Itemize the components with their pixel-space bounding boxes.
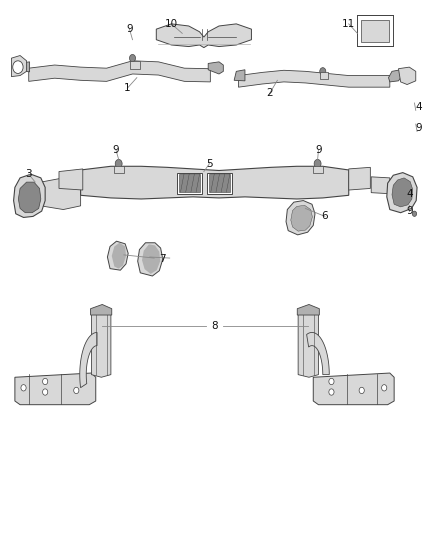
Polygon shape <box>392 178 413 207</box>
Polygon shape <box>238 70 390 87</box>
Polygon shape <box>59 169 83 190</box>
Polygon shape <box>91 304 112 315</box>
Polygon shape <box>107 241 128 270</box>
Text: 6: 6 <box>321 212 328 221</box>
FancyBboxPatch shape <box>361 20 389 42</box>
Text: 9: 9 <box>315 146 322 156</box>
Text: 4: 4 <box>416 102 422 112</box>
Polygon shape <box>11 55 27 77</box>
Polygon shape <box>286 200 315 235</box>
Circle shape <box>381 385 387 391</box>
Text: 8: 8 <box>212 321 218 331</box>
Polygon shape <box>399 67 416 85</box>
Circle shape <box>115 159 122 168</box>
Polygon shape <box>307 333 329 375</box>
FancyBboxPatch shape <box>209 174 230 192</box>
Polygon shape <box>81 166 349 199</box>
Circle shape <box>74 387 79 393</box>
Polygon shape <box>41 178 81 209</box>
FancyBboxPatch shape <box>114 166 124 173</box>
Circle shape <box>329 378 334 385</box>
Polygon shape <box>80 333 97 387</box>
Text: 3: 3 <box>25 169 32 179</box>
Polygon shape <box>387 173 417 213</box>
Polygon shape <box>92 310 111 377</box>
Polygon shape <box>112 243 126 269</box>
Text: 9: 9 <box>113 146 120 156</box>
Text: 4: 4 <box>406 189 413 199</box>
FancyBboxPatch shape <box>207 173 233 193</box>
Circle shape <box>314 159 321 168</box>
Polygon shape <box>349 167 371 190</box>
Circle shape <box>21 385 26 391</box>
Polygon shape <box>389 70 403 82</box>
Polygon shape <box>18 62 30 72</box>
FancyBboxPatch shape <box>177 173 202 193</box>
Circle shape <box>42 389 48 395</box>
Polygon shape <box>298 310 318 377</box>
Circle shape <box>130 54 135 62</box>
Polygon shape <box>297 304 319 315</box>
Text: 10: 10 <box>165 19 178 29</box>
Polygon shape <box>208 62 223 74</box>
Circle shape <box>42 378 48 385</box>
FancyBboxPatch shape <box>357 15 393 46</box>
Polygon shape <box>142 244 160 274</box>
Polygon shape <box>18 182 41 213</box>
FancyBboxPatch shape <box>179 174 200 192</box>
FancyBboxPatch shape <box>131 61 140 69</box>
Polygon shape <box>371 177 390 193</box>
Text: 2: 2 <box>266 88 273 99</box>
Text: 11: 11 <box>342 19 355 29</box>
Circle shape <box>13 61 23 74</box>
Text: 9: 9 <box>406 206 413 216</box>
Polygon shape <box>138 243 163 276</box>
Polygon shape <box>29 61 210 82</box>
Circle shape <box>320 68 326 75</box>
Text: 9: 9 <box>126 24 133 34</box>
Polygon shape <box>291 205 312 231</box>
Polygon shape <box>234 70 245 81</box>
Polygon shape <box>15 373 96 405</box>
FancyBboxPatch shape <box>313 166 323 173</box>
Circle shape <box>329 389 334 395</box>
Text: 5: 5 <box>206 159 213 168</box>
Circle shape <box>412 211 417 216</box>
Polygon shape <box>313 373 394 405</box>
Text: 7: 7 <box>159 254 166 264</box>
Circle shape <box>359 387 364 393</box>
Polygon shape <box>14 174 45 217</box>
FancyBboxPatch shape <box>320 72 328 79</box>
Text: 9: 9 <box>416 123 422 133</box>
Text: 1: 1 <box>124 83 131 93</box>
Polygon shape <box>156 24 251 47</box>
